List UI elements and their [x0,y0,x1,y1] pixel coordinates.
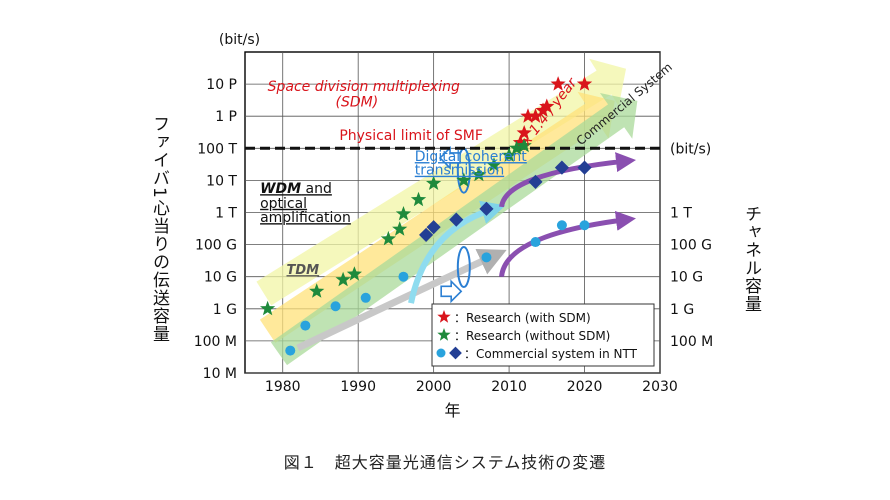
commercial-diamond-point [577,160,592,175]
figure-caption: 図１ 超大容量光通信システム技術の変遷 [283,453,607,472]
y2-tick-label: 1 G [670,302,694,318]
x-axis-label: 年 [444,401,460,420]
legend-label-commercial: ：Commercial system in NTT [464,347,638,361]
y2-axis-label: チャネル容量 [741,205,761,313]
commercial-circle-point [556,220,567,231]
legend-circle [436,348,446,358]
legend-diamond [449,346,462,360]
wdm-label-1: WDM and [260,181,332,197]
legend-label-research: ：Research (without SDM) [454,329,610,343]
y-tick-label: 100 T [197,141,237,157]
sdm-annotation-line1: Space division multiplexing [268,79,460,95]
x-tick-label: 2010 [491,379,527,395]
y2-tick-label: 100 G [670,238,712,254]
x-tick-label: 2000 [416,379,452,395]
research-point [309,283,325,298]
wdm-label-2: optical [260,196,307,212]
commercial-diamond-point [419,227,434,243]
commercial-circle-point [530,237,541,248]
legend-green-star [437,328,451,341]
sdm-trend-band [259,91,615,343]
y-tick-label: 1 P [215,109,237,125]
sdm-research-point [550,76,566,91]
tdm-label: TDM [287,263,320,278]
y2-tick-label: 10 G [670,270,703,286]
research-point [346,266,362,281]
wdm-hollow-arrow [440,279,463,304]
research-point [471,166,487,182]
y-tick-label: 1 T [215,206,237,222]
commercial-circle-point [398,271,409,282]
commercial-diamond-point [449,212,464,227]
sdm-research-point [576,76,593,91]
wdm-and: and [301,181,332,197]
y2-tick-label: 1 T [670,206,692,222]
research-point [260,300,276,316]
wdm-label-3: amplification [260,210,351,226]
y-tick-label: 100 M [194,334,237,350]
y-tick-label: 10 M [203,366,237,382]
commercial-circle-point [285,345,296,356]
commercial-circle-point [300,320,311,331]
research-point [380,230,396,246]
commercial-diamond-point [554,160,569,175]
research-point [509,140,525,155]
research-point [395,206,412,221]
commercial-diamond-point [528,174,543,189]
research-point [410,191,427,207]
research-point [486,157,502,172]
physical-limit-label: Physical limit of SMF [339,128,483,144]
research-point [501,147,517,162]
wdm-word: WDM [260,181,301,197]
y-axis-label: ファイバ1心当りの伝送容量 [149,115,169,343]
y-tick-label: 10 G [204,270,237,286]
research-point [516,137,532,153]
commercial-diamond-point [479,201,494,216]
sdm-research-point [520,108,536,123]
research-point [426,175,442,190]
tdm-arrow [296,248,507,352]
x-tick-label: 1990 [340,379,376,395]
commercial-diamond-point [426,220,441,235]
y-tick-label: 1 G [213,302,237,318]
sdm-annotation-line2: (SDM) [336,95,379,111]
sdm-research-point [535,102,551,117]
wdm-loop [456,246,471,289]
research-point [392,221,408,236]
x-tick-label: 2030 [642,379,678,395]
legend-label-sdm: ：Research (with SDM) [454,311,591,325]
y2-tick-label: 100 M [670,334,713,350]
y-tick-label: 10 T [206,173,237,189]
research-point [456,172,472,187]
commercial-circle-point [360,292,371,303]
x-tick-label: 2020 [567,379,603,395]
digital-coherent-label-2: transmission [415,163,504,179]
legend-box [431,303,655,367]
y2-unit-label: (bit/s) [670,141,711,157]
y-unit-label: (bit/s) [219,32,260,48]
research-point [335,271,351,287]
sdm-research-point [512,134,528,150]
commercial-circle-point [481,252,492,263]
y-tick-label: 10 P [206,77,237,93]
coherent-hollow-arrow [438,146,461,170]
x-tick-label: 1980 [265,379,301,395]
wdm-arrow [408,200,506,304]
sdm-research-point [527,108,544,123]
sdm-research-point [539,98,555,113]
legend-red-star [437,310,451,323]
commercial-circle-point [579,220,590,231]
y-tick-label: 100 G [195,238,237,254]
digital-coherent-label-1: Digital coherent [415,149,528,165]
commercial-circle-point [330,301,341,312]
sdm-research-point [516,125,532,140]
